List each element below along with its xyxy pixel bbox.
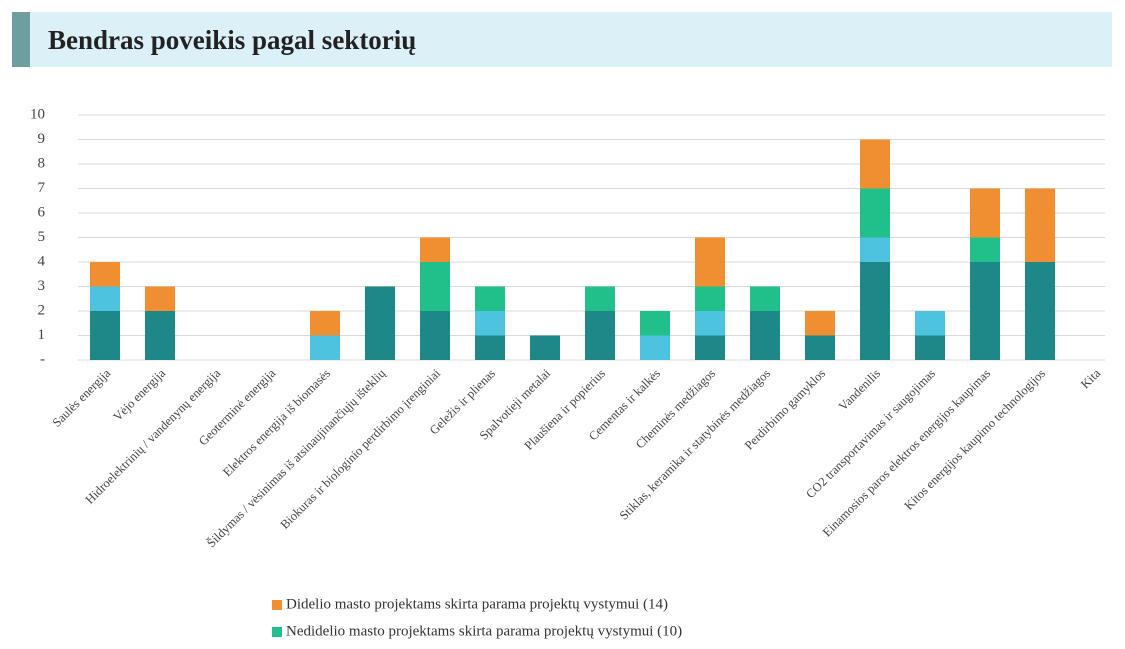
legend-swatch [272,627,282,637]
bar-segment [365,286,395,360]
bar-segment [640,311,670,336]
bar-segment [750,311,780,360]
legend-label: Didelio masto projektams skirta parama p… [286,596,668,612]
y-tick-label: 9 [38,131,46,147]
bar-segment [145,286,175,311]
bar-segment [860,262,890,360]
bar-segment [475,311,505,336]
bar-segment [90,311,120,360]
header-accent [12,12,30,67]
x-tick-label: Vėjo energija [111,366,169,424]
bar-segment [805,335,835,360]
bar-segment [475,286,505,311]
bar-segment [750,286,780,311]
bar-segment [970,237,1000,262]
x-tick-label: Elektros energija iš biomasės [220,366,333,479]
bar-segment [475,335,505,360]
bar-segment [1025,262,1055,360]
bar-segment [695,335,725,360]
header-band [12,12,1112,67]
y-tick-label: 7 [38,180,46,196]
y-tick-label: 10 [30,106,45,122]
bar-segment [970,188,1000,238]
x-tick-label: Saulės energija [50,366,114,430]
bar-segment [90,286,120,311]
bar-segment [695,286,725,311]
bar-segment [420,237,450,262]
bar-segment [860,237,890,262]
bar-segment [310,311,340,336]
bar-segment [860,188,890,238]
y-tick-label: 8 [38,155,46,171]
y-tick-label: 2 [38,302,46,318]
bar-segment [585,311,615,360]
bar-segment [90,262,120,287]
bar-segment [915,335,945,360]
x-tick-label: Kita [1078,366,1103,391]
bar-segment [420,311,450,360]
legend-swatch [272,600,282,610]
y-tick-label: 3 [38,278,46,294]
bar-segment [310,335,340,360]
bar-segment [805,311,835,336]
y-tick-label: - [40,351,45,367]
y-tick-label: 5 [38,229,46,245]
bar-segment [530,335,560,360]
bar-segment [695,237,725,287]
bar-segment [420,262,450,311]
bar-segment [585,286,615,311]
legend-label: Nedidelio masto projektams skirta parama… [286,623,682,639]
bar-segment [915,311,945,336]
y-tick-label: 1 [38,327,46,343]
chart-title: Bendras poveikis pagal sektorių [48,25,416,55]
x-tick-label: Vandenilis [836,366,883,413]
bar-segment [860,139,890,189]
bar-segment [640,335,670,360]
bar-segment [145,311,175,360]
bar-segment [1025,188,1055,262]
y-tick-label: 6 [38,204,46,220]
bar-segment [695,311,725,336]
y-tick-label: 4 [38,253,46,269]
bar-segment [970,262,1000,360]
